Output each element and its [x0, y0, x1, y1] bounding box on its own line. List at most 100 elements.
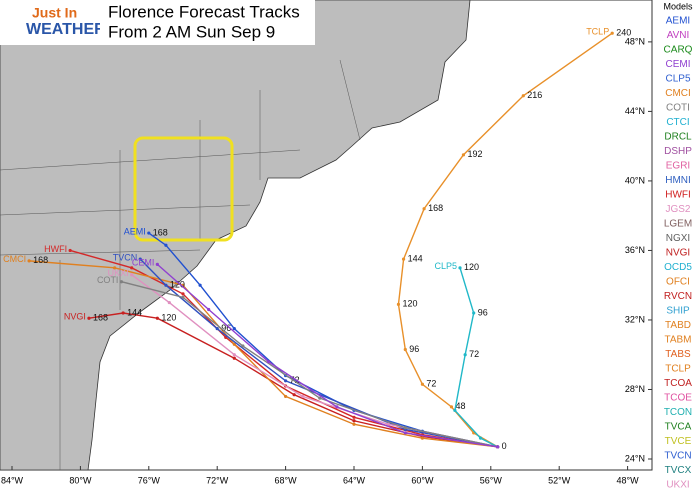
track-point	[164, 283, 168, 287]
lon-label: 56°W	[480, 475, 503, 485]
track-point	[352, 422, 356, 426]
track-point	[215, 327, 219, 331]
legend-item: CEMI	[666, 59, 691, 70]
track-point	[403, 347, 407, 352]
lon-label: 60°W	[411, 475, 434, 485]
track-point	[113, 266, 117, 270]
hour-label: 168	[428, 203, 443, 213]
hour-label: 96	[478, 307, 488, 317]
track-point	[386, 422, 390, 426]
lon-label: 64°W	[343, 475, 366, 485]
track-line	[148, 232, 498, 448]
track-point	[130, 266, 134, 270]
track-point	[478, 436, 483, 440]
hour-label: 120	[161, 313, 176, 323]
track-name: UKXI	[108, 268, 129, 278]
track-point	[420, 382, 424, 386]
track-point	[232, 327, 236, 331]
hour-label: 0	[502, 441, 507, 451]
track-point	[155, 262, 159, 266]
legend-item: CTCI	[666, 117, 689, 128]
legend-item: TABS	[665, 349, 691, 360]
track-name: CMCI	[3, 254, 26, 264]
legend-item: LGEM	[664, 219, 692, 230]
hour-label: 168	[153, 227, 168, 237]
hour-label: 96	[221, 323, 231, 333]
hour-label: 168	[33, 255, 48, 265]
lon-label: 84°W	[1, 475, 24, 485]
track-name: HWFI	[44, 244, 67, 254]
legend-item: CARQ	[664, 45, 693, 56]
lat-label: 40°N	[625, 175, 645, 185]
track-line	[69, 249, 498, 448]
track-point	[318, 396, 322, 400]
track-name: TCLP	[586, 27, 609, 37]
hour-label: 120	[170, 280, 185, 290]
track-point	[181, 292, 185, 296]
hour-label: 144	[127, 307, 142, 317]
track-point	[147, 231, 151, 235]
legend-item: TCOA	[664, 378, 692, 389]
track-point	[138, 257, 142, 261]
legend-item: HWFI	[665, 190, 691, 201]
track-point	[496, 445, 500, 449]
lat-label: 36°N	[625, 245, 645, 255]
lon-label: 80°W	[69, 475, 92, 485]
title: From 2 AM Sun Sep 9	[108, 22, 275, 41]
track-point	[403, 426, 407, 430]
track-point	[232, 356, 236, 360]
title: Florence Forecast Tracks	[108, 2, 300, 21]
legend-item: HMNI	[665, 175, 691, 186]
legend-item: TCOE	[664, 393, 692, 404]
track-point	[284, 394, 288, 399]
track-point	[164, 243, 168, 247]
legend-item: DRCL	[664, 132, 692, 143]
track-name: CEMI	[132, 258, 155, 268]
legend-item: TVCA	[665, 422, 692, 433]
logo-text: Just In	[32, 5, 77, 21]
track-point	[292, 393, 296, 397]
track-point	[453, 408, 457, 412]
legend-item: TABM	[664, 335, 691, 346]
legend-item: COTI	[666, 103, 690, 114]
legend-item: NGXI	[666, 233, 690, 244]
track-point	[352, 415, 356, 419]
hour-label: 144	[408, 254, 423, 264]
legend-item: TCLP	[665, 364, 691, 375]
legend-item: RVCN	[664, 291, 692, 302]
legend-item: EGRI	[666, 161, 690, 172]
track-point	[463, 353, 467, 357]
legend-item: CLP5	[665, 74, 690, 85]
track-point	[266, 360, 271, 364]
legend-item: TABD	[665, 320, 691, 331]
hour-label: 120	[402, 299, 417, 309]
track-point	[461, 153, 466, 157]
legend-item: AVNI	[667, 30, 690, 41]
track-point	[401, 257, 406, 261]
lat-label: 24°N	[625, 453, 645, 463]
track-point	[458, 266, 462, 270]
hour-label: 72	[290, 375, 300, 385]
track-point	[167, 300, 171, 305]
lon-label: 68°W	[275, 475, 298, 485]
highlight-box	[133, 136, 234, 242]
tracks: 0 48 72 96 120 144 168 192 216 240 TCLP 72 96 120 CLP5…	[3, 27, 631, 452]
track-point	[232, 342, 236, 346]
track-point	[232, 353, 236, 357]
legend-item: OFCI	[666, 277, 690, 288]
track-name: AEMI	[124, 226, 146, 236]
legend-title: Models	[663, 1, 693, 11]
lon-label: 48°W	[617, 475, 640, 485]
land	[0, 0, 471, 471]
lon-label: 72°W	[206, 475, 229, 485]
lat-label: 48°N	[625, 36, 645, 46]
track-point	[284, 379, 288, 383]
hour-label: 192	[467, 149, 482, 159]
borders	[0, 59, 361, 470]
track-point	[420, 436, 424, 440]
track-point	[610, 31, 614, 35]
hour-label: 48	[455, 401, 465, 411]
track-point	[27, 259, 31, 263]
legend-item: JGS2	[665, 204, 690, 215]
